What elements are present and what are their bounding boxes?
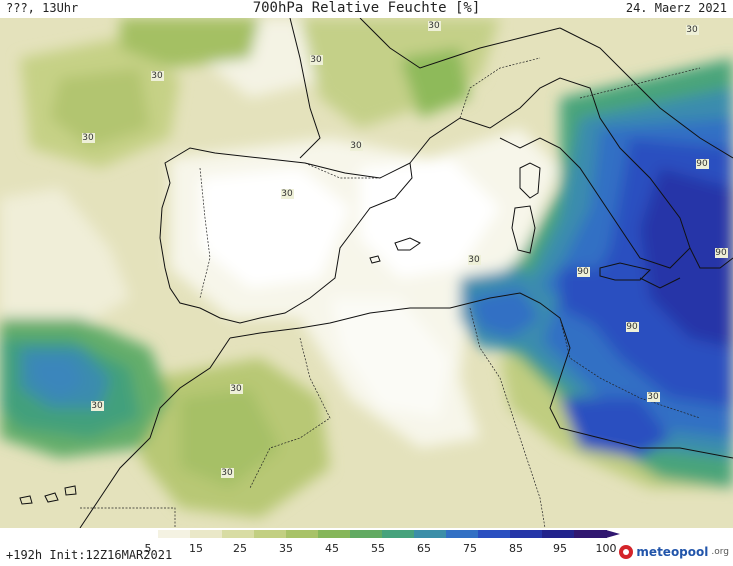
meteopool-logo-icon	[619, 545, 634, 559]
contour-label-90: 90	[626, 322, 638, 332]
contour-label-30: 30	[686, 25, 698, 35]
contour-label-90: 90	[715, 248, 727, 258]
coastlines	[19, 18, 733, 528]
legend-arrow	[606, 530, 620, 538]
contour-label-30: 30	[281, 189, 293, 199]
legend-swatch	[382, 530, 415, 538]
contour-label-30: 30	[428, 21, 440, 31]
legend-label: 95	[553, 542, 567, 555]
valid-time: ???, 13Uhr	[6, 1, 79, 15]
color-legend: 5 15 25 35 45 55 65 75 85 95 100	[126, 530, 628, 555]
legend-swatch	[350, 530, 383, 538]
legend-swatch	[158, 530, 191, 538]
humidity-field	[0, 18, 733, 528]
legend-swatch	[478, 530, 511, 538]
header: ???, 13Uhr 700hPa Relative Feuchte [%] 2…	[0, 0, 733, 18]
legend-label: 35	[279, 542, 293, 555]
legend-swatch	[318, 530, 351, 538]
legend-label: 55	[371, 542, 385, 555]
legend-label: 65	[417, 542, 431, 555]
meteopool-logo[interactable]: meteopool .org	[619, 545, 729, 559]
forecast-init: +192h Init:12Z16MAR2021	[6, 548, 173, 562]
footer: 5 15 25 35 45 55 65 75 85 95 100 +192h Init:12Z16M…	[0, 528, 733, 566]
legend-swatch	[414, 530, 447, 538]
legend-label: 100	[595, 542, 617, 555]
legend-label: 45	[325, 542, 339, 555]
legend-swatch	[222, 530, 255, 538]
legend-label: 75	[463, 542, 477, 555]
contour-label-30: 30	[151, 71, 163, 81]
legend-swatch	[510, 530, 543, 538]
legend-label: 15	[189, 542, 203, 555]
country-borders	[80, 57, 701, 528]
contour-labels: 30 30 30 30 30 30 30 30 30 30 30 30 90 9…	[82, 21, 728, 478]
contour-label-30: 30	[91, 401, 103, 411]
valid-date: 24. Maerz 2021	[625, 1, 727, 15]
contour-label-30: 30	[230, 384, 242, 394]
contour-label-90: 90	[577, 267, 589, 277]
legend-swatch	[446, 530, 479, 538]
map-svg: 30 30 30 30 30 30 30 30 30 30 30 30 90 9…	[0, 18, 733, 528]
contour-label-30: 30	[468, 255, 480, 265]
legend-swatch	[574, 530, 607, 538]
contour-label-90: 90	[696, 159, 708, 169]
legend-label: 5	[144, 542, 152, 555]
contour-label-30: 30	[221, 468, 233, 478]
legend-label: 85	[509, 542, 523, 555]
legend-swatch	[126, 530, 159, 538]
legend-label: 25	[233, 542, 247, 555]
contour-label-30: 30	[350, 141, 362, 151]
logo-text: meteopool	[636, 545, 709, 559]
contour-label-30: 30	[310, 55, 322, 65]
legend-swatch	[190, 530, 223, 538]
legend-swatch	[286, 530, 319, 538]
logo-suffix: .org	[711, 547, 729, 557]
legend-swatch	[542, 530, 575, 538]
contour-label-30: 30	[647, 392, 659, 402]
contour-label-30: 30	[82, 133, 94, 143]
legend-swatch	[254, 530, 287, 538]
map-title: 700hPa Relative Feuchte [%]	[252, 0, 481, 16]
humidity-map: 30 30 30 30 30 30 30 30 30 30 30 30 90 9…	[0, 18, 733, 528]
